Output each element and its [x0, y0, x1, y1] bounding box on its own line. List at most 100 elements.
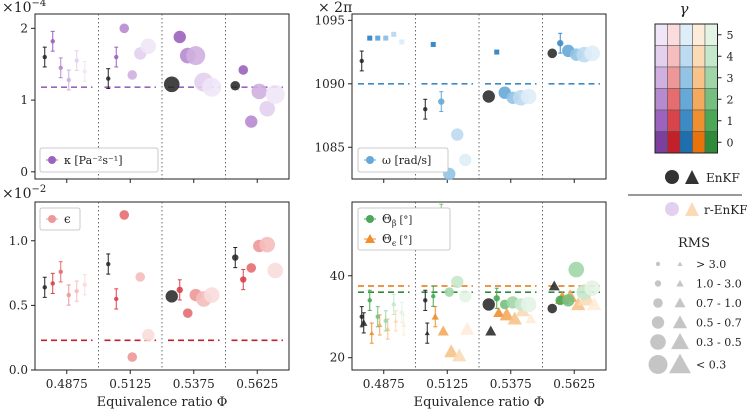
- data-point: [423, 106, 428, 112]
- gamma-cell: [679, 88, 693, 111]
- data-point: [399, 310, 404, 315]
- omega-legend-label: ω [rad/s]: [382, 154, 431, 167]
- gamma-cell: [667, 45, 681, 68]
- y-tick-label: 0.5: [9, 298, 28, 312]
- data-point-triangle: [507, 311, 522, 325]
- data-point: [42, 285, 47, 290]
- data-point: [557, 39, 564, 47]
- data-point-small: [383, 35, 389, 41]
- omega-legend: ω [rad/s]: [357, 147, 449, 173]
- rms-circle-marker: [655, 261, 661, 267]
- data-point: [240, 276, 247, 283]
- gamma-cell: [667, 66, 681, 89]
- x-tick-label: 0.5125: [109, 377, 151, 391]
- gamma-title: γ: [680, 0, 689, 18]
- rms-legend: > 3.0 1.0 - 3.0 0.7 - 1.0 0.5 - 0.7 0.3 - 0.…: [648, 258, 742, 374]
- theta-legend: Θβ [°] Θϵ [°]: [357, 207, 451, 251]
- epsilon-scale-label: ×10−2: [2, 184, 46, 202]
- data-point: [444, 287, 455, 297]
- kappa-legend: κ [Pa⁻²s⁻¹]: [39, 147, 159, 173]
- data-point-triangle: [377, 322, 383, 327]
- data-point: [423, 298, 428, 303]
- rms-triangle-marker: [674, 297, 686, 308]
- gamma-tick-label: 3: [727, 72, 734, 85]
- rms-circle-marker: [651, 316, 665, 329]
- rms-triangle-marker: [671, 333, 689, 350]
- enkf-circle-marker: [665, 170, 679, 184]
- gamma-colorbar: [654, 23, 718, 154]
- gamma-cell: [667, 23, 681, 46]
- data-point: [135, 272, 146, 282]
- theta-eps-legend-marker: [365, 234, 375, 243]
- data-point: [367, 298, 372, 303]
- data-point-triangle: [493, 307, 505, 318]
- data-point: [114, 54, 119, 60]
- data-point: [584, 45, 601, 62]
- data-point: [58, 269, 63, 274]
- gamma-cell: [704, 23, 718, 46]
- data-point-triangle: [393, 318, 399, 323]
- y-tick-label: 20: [330, 351, 345, 365]
- data-point: [42, 54, 47, 60]
- data-point: [568, 261, 585, 278]
- kappa-scale-label: ×10−4: [2, 0, 46, 16]
- data-point: [267, 262, 284, 279]
- data-point: [186, 46, 206, 66]
- data-point: [245, 115, 258, 128]
- data-point: [451, 128, 464, 141]
- data-point: [359, 58, 364, 64]
- renkf-triangle-marker: [685, 202, 699, 216]
- x-tick-label: 0.5375: [490, 377, 532, 391]
- y-tick-label: 1095: [314, 13, 345, 27]
- x-tick-label: 0.5375: [173, 377, 215, 391]
- y-tick-label: 1: [20, 93, 28, 107]
- gamma-cell: [692, 109, 706, 132]
- data-point: [493, 295, 500, 302]
- rms-triangle-marker: [677, 261, 683, 267]
- data-point: [547, 303, 558, 314]
- kappa-legend-label: κ [Pa⁻²s⁻¹]: [64, 154, 123, 167]
- data-point: [520, 296, 537, 313]
- data-point: [66, 77, 71, 83]
- data-point: [438, 98, 445, 105]
- y-tick-label: 0: [20, 165, 28, 179]
- data-point: [391, 302, 396, 307]
- data-point: [482, 298, 495, 311]
- gamma-cell: [679, 66, 693, 89]
- gamma-cell: [679, 109, 693, 132]
- data-point-small: [399, 39, 405, 45]
- rms-circle-marker: [648, 355, 668, 374]
- gamma-cell: [704, 88, 718, 111]
- gamma-cell: [692, 45, 706, 68]
- data-point: [82, 69, 87, 74]
- x-tick-label: 0.4875: [46, 377, 88, 391]
- enkf-label: EnKF: [706, 171, 740, 185]
- data-point-small: [494, 49, 500, 55]
- data-point: [50, 39, 55, 44]
- gamma-cell: [704, 109, 718, 132]
- data-point: [251, 83, 268, 100]
- rms-label: > 3.0: [696, 258, 726, 271]
- data-point: [173, 30, 186, 44]
- gamma-cell: [667, 109, 681, 132]
- data-point: [106, 76, 111, 81]
- gamma-colorbar-frame: [654, 23, 718, 154]
- data-point: [202, 77, 222, 97]
- side-legend: γ 5 4 3 2 1 0 EnKF r-EnKF RMS > 3.0 1.0 - 3.0 0…: [628, 0, 747, 374]
- data-point-triangle: [460, 321, 475, 335]
- rms-title: RMS: [678, 236, 710, 251]
- data-point: [127, 352, 138, 362]
- data-point: [50, 281, 55, 286]
- gamma-cell: [667, 131, 681, 154]
- data-point: [238, 65, 249, 75]
- data-point: [375, 314, 380, 319]
- rms-circle-marker: [650, 334, 666, 350]
- data-point: [140, 38, 157, 55]
- data-point-triangle: [385, 326, 391, 332]
- data-point: [114, 296, 119, 302]
- data-point: [359, 314, 364, 319]
- data-point-triangle: [525, 313, 537, 324]
- omega-legend-marker: [366, 156, 374, 164]
- gamma-tick-label: 5: [727, 29, 734, 42]
- theta-beta-legend-marker: [366, 215, 374, 223]
